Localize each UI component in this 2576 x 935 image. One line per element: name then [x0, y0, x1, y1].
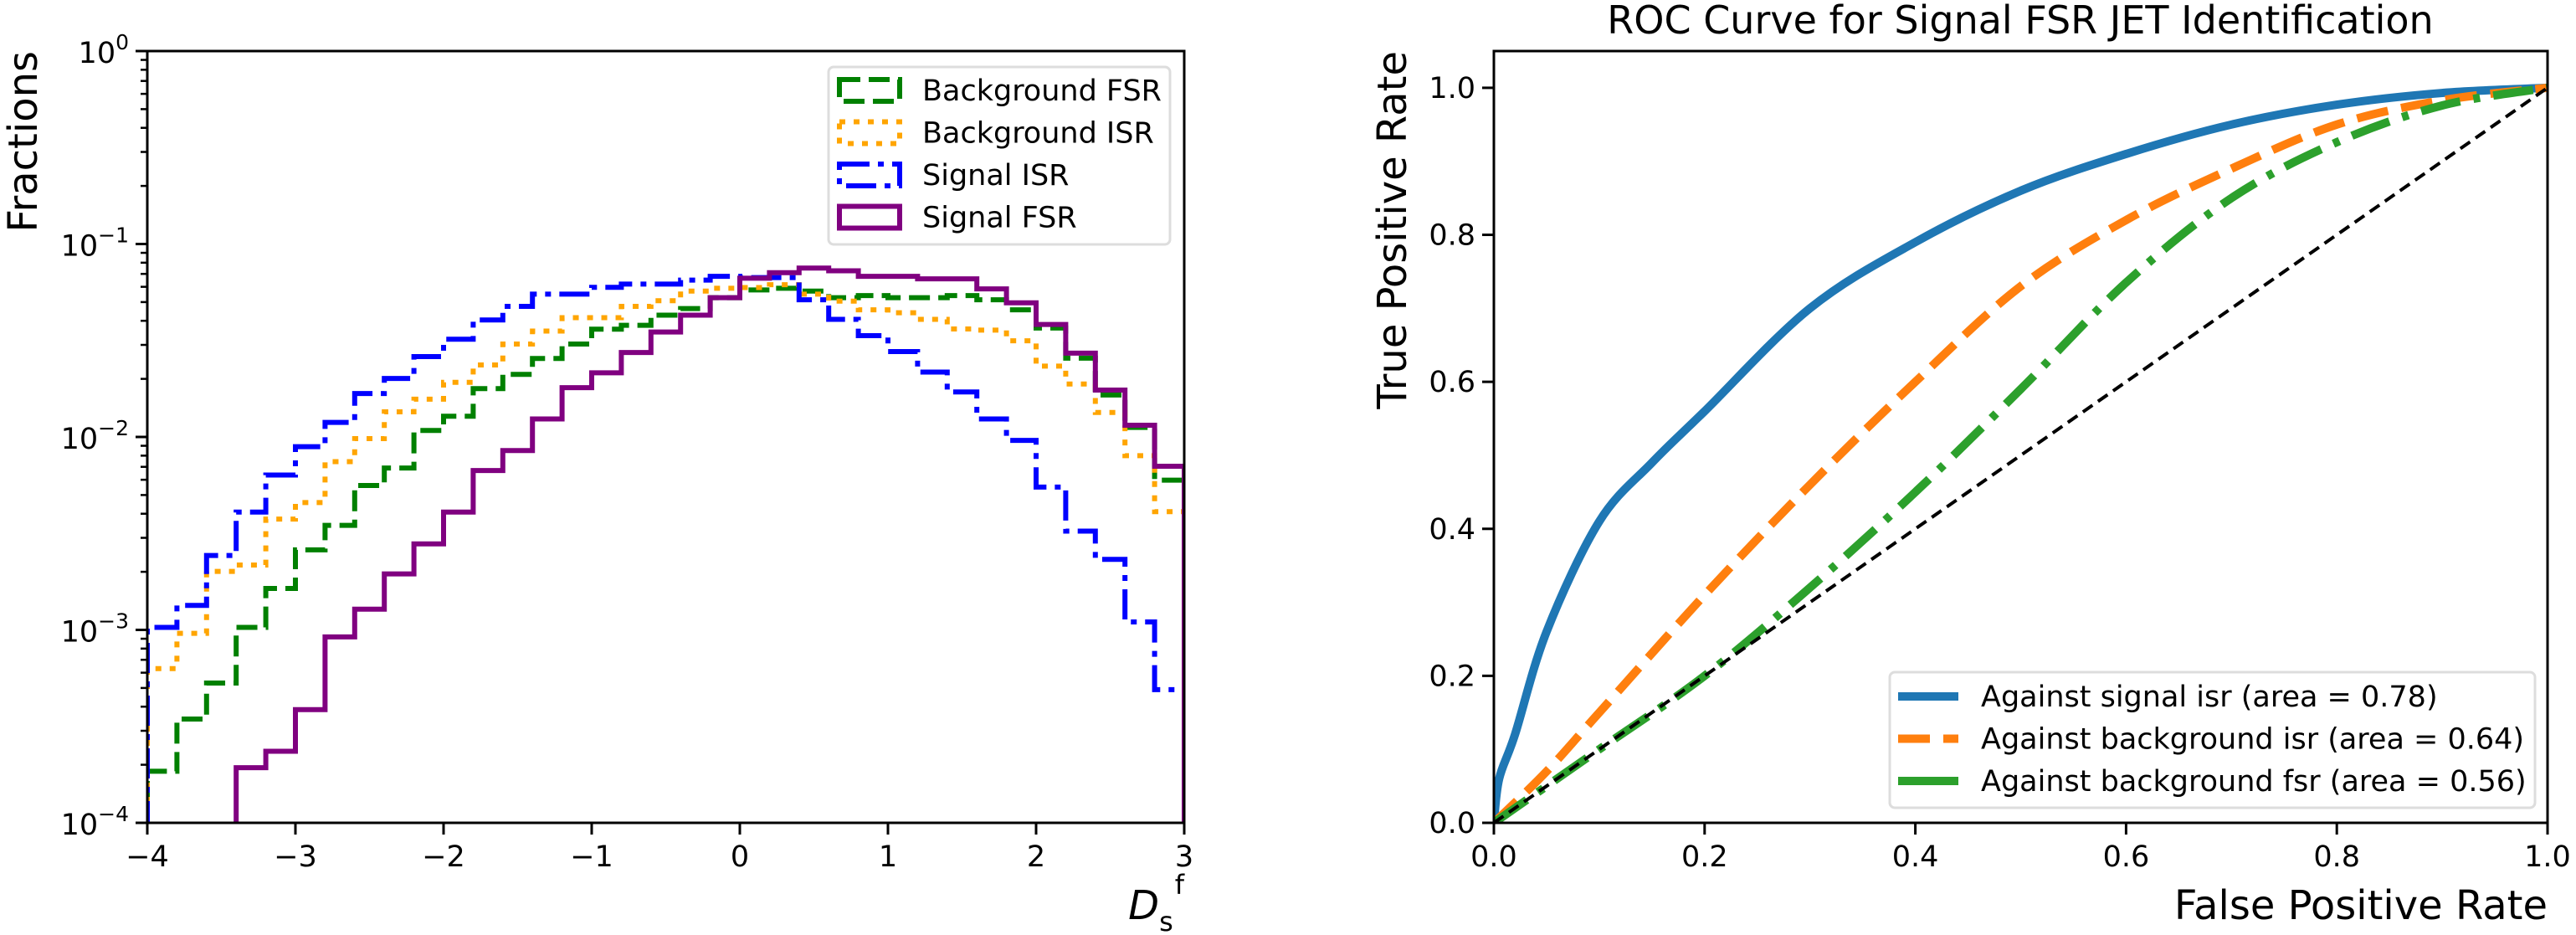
histogram-legend: Background FSR Background ISR Signal ISR Si… [827, 65, 1172, 246]
x-label-sup: f [1175, 869, 1185, 901]
y-tick-exponent: −3 [98, 609, 129, 634]
y-tick-exponent: −2 [98, 416, 129, 440]
y-tick-label: 0.2 [1429, 660, 1475, 693]
y-tick-base: 10 [61, 616, 99, 650]
x-tick-label: 0.8 [2313, 840, 2360, 874]
legend-label: Background FSR [922, 74, 1162, 108]
histogram-series-background-fsr [147, 285, 1184, 823]
x-tick-label: 0.6 [2103, 840, 2150, 874]
legend-handle [837, 77, 902, 104]
x-tick-label: 1 [879, 840, 897, 874]
roc-series-1 [1494, 83, 2548, 823]
x-tick-label: 1.0 [2524, 840, 2571, 874]
y-tick-label: 10−2 [61, 416, 129, 456]
y-tick-label: 0.0 [1429, 807, 1475, 840]
roc-x-axis-label: False Positive Rate [2174, 882, 2548, 929]
x-tick-label: −2 [422, 840, 465, 874]
x-tick-label: 0.0 [1470, 840, 1517, 874]
x-label-main: D [1128, 882, 1159, 929]
y-tick-base: 10 [61, 423, 99, 456]
y-tick-label: 10−3 [61, 609, 129, 650]
roc-title: ROC Curve for Signal FSR JET Identificat… [1607, 0, 2433, 43]
x-label-sub: s [1159, 906, 1173, 935]
legend-handle [837, 162, 902, 188]
roc-ticks: 0.0 0.2 0.4 0.6 0.8 1.0 0.0 0.2 0.4 0.6 0.8 1.0 [1429, 72, 2571, 874]
x-tick-label: 2 [1027, 840, 1045, 874]
histogram-y-axis-label: Fractions [0, 51, 47, 233]
legend-label: Background ISR [922, 117, 1154, 151]
legend-label: Against background isr (area = 0.64) [1981, 723, 2524, 757]
legend-label: Signal ISR [922, 159, 1070, 193]
y-tick-label: 0.4 [1429, 513, 1475, 547]
histogram-series-group [147, 265, 1184, 823]
y-tick-label: 100 [79, 30, 129, 70]
y-tick-label: 0.8 [1429, 219, 1475, 253]
x-tick-label: −1 [570, 840, 613, 874]
roc-axes-frame [1492, 49, 2549, 825]
histogram-series-signal-isr [147, 274, 1184, 823]
y-tick-base: 10 [61, 230, 99, 264]
y-tick-base: 10 [79, 37, 116, 70]
roc-series-0 [1494, 83, 2548, 823]
y-tick-base: 10 [61, 809, 99, 842]
histogram-series-signal-fsr [233, 265, 1184, 823]
histogram-series-background-isr [147, 282, 1184, 823]
y-tick-label: 10−1 [61, 223, 129, 264]
x-tick-label: 0.4 [1892, 840, 1939, 874]
legend-label: Signal FSR [922, 202, 1077, 235]
y-tick-exponent: 0 [115, 30, 129, 54]
legend-label: Against signal isr (area = 0.78) [1981, 681, 2438, 714]
x-tick-label: −3 [274, 840, 317, 874]
histogram-x-axis-label: Dsf [1128, 869, 1185, 935]
legend-handle [837, 119, 902, 146]
y-tick-exponent: −1 [98, 223, 129, 248]
y-tick-label: 0.6 [1429, 366, 1475, 399]
legend-label: Against background fsr (area = 0.56) [1981, 765, 2527, 799]
roc-chance-diagonal [1494, 86, 2548, 823]
x-tick-label: 0 [731, 840, 749, 874]
roc-legend: Against signal isr (area = 0.78) Against … [1888, 670, 2537, 809]
y-tick-exponent: −4 [98, 802, 129, 826]
y-tick-label: 10−4 [61, 802, 129, 842]
x-tick-label: −4 [126, 840, 169, 874]
x-tick-label: 0.2 [1681, 840, 1728, 874]
roc-series-group [1494, 83, 2548, 823]
legend-handle [837, 203, 902, 231]
y-tick-label: 1.0 [1429, 72, 1475, 105]
x-tick-label: 3 [1175, 840, 1193, 874]
roc-panel: ROC Curve for Signal FSR JET Identificat… [1369, 0, 2571, 929]
roc-y-axis-label: True Positive Rate [1369, 51, 1416, 410]
